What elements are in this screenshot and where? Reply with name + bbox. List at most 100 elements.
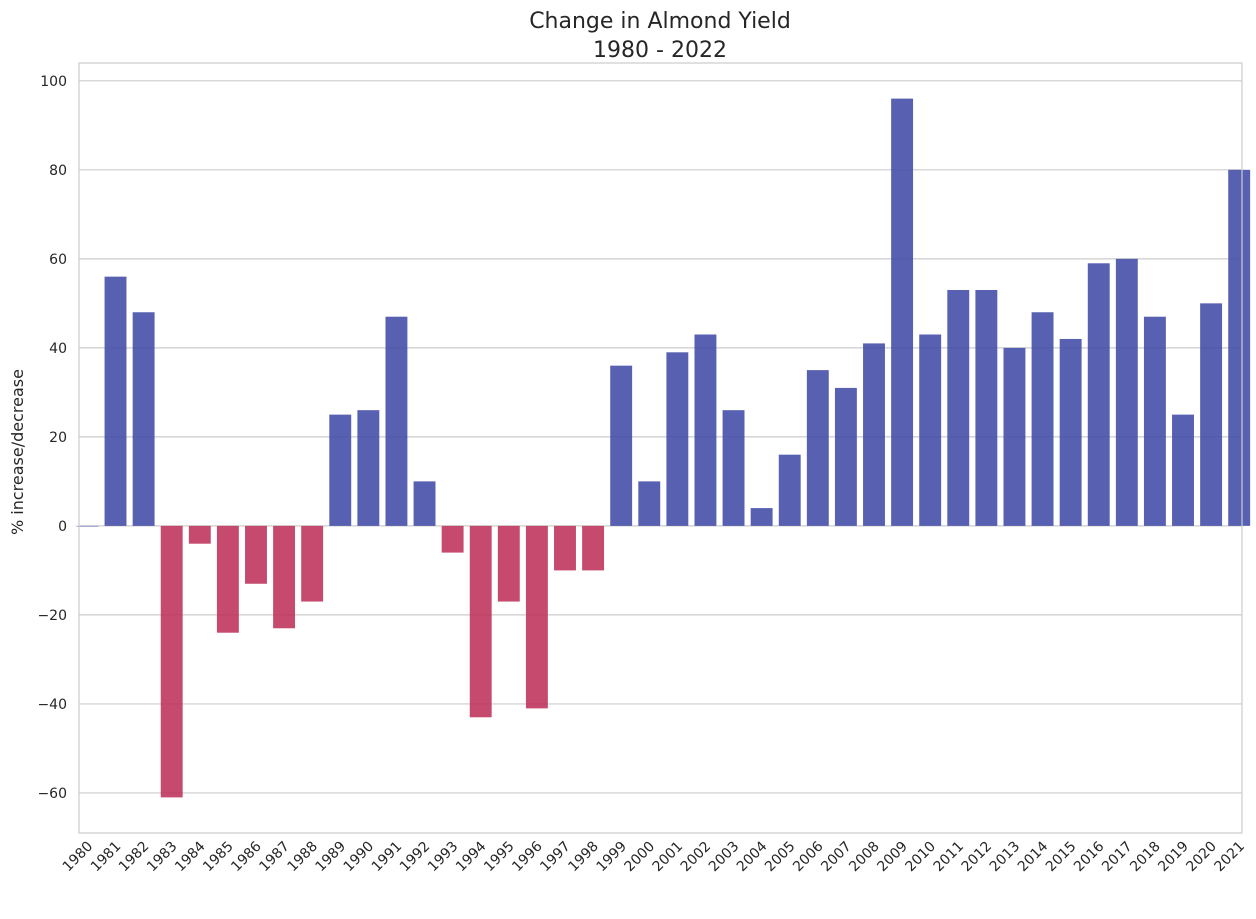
x-tick-label: 2013	[987, 839, 1024, 876]
bar-1992	[413, 481, 436, 526]
x-tick-label: 1983	[144, 839, 181, 876]
x-tick-label: 2021	[1212, 839, 1249, 876]
x-tick-label: 2017	[1099, 839, 1136, 876]
x-tick-label: 1988	[284, 839, 321, 876]
x-tick-label: 2005	[762, 839, 799, 876]
bar-2006	[806, 370, 829, 526]
bar-2003	[722, 410, 745, 526]
x-tick-label: 2007	[818, 839, 855, 876]
bar-1999	[610, 365, 633, 526]
bar-1988	[301, 525, 324, 602]
x-tick-label: 1990	[341, 839, 378, 876]
x-tick-label: 2012	[959, 839, 996, 876]
bar-1980	[76, 525, 99, 527]
y-tick-label: −40	[37, 697, 67, 713]
bar-1996	[525, 525, 548, 709]
bar-1985	[216, 525, 239, 633]
bar-2011	[947, 289, 970, 526]
bar-2005	[778, 454, 801, 526]
x-tick-label: 1992	[397, 839, 434, 876]
y-tick-label: −60	[37, 786, 67, 802]
bar-1986	[245, 525, 267, 584]
x-tick-label: 1986	[228, 838, 265, 875]
bar-2000	[638, 481, 661, 526]
x-tick-label: 2018	[1127, 839, 1164, 876]
x-tick-label: 2000	[622, 839, 659, 876]
x-tick-label: 1997	[537, 839, 574, 876]
y-axis-label: % increase/decrease	[8, 369, 27, 535]
y-tick-label: 80	[49, 163, 67, 179]
bar-1991	[385, 316, 408, 526]
bars	[76, 98, 1251, 798]
x-tick-label: 2001	[650, 839, 687, 876]
bar-2004	[750, 508, 773, 526]
y-tick-labels: 100 80 60 40 20 0 −20 −40 −60	[37, 74, 67, 802]
bar-1981	[104, 276, 127, 526]
bar-2012	[975, 289, 998, 526]
x-tick-label: 1998	[565, 839, 602, 876]
x-tick-label: 2010	[902, 839, 939, 876]
bar-2010	[919, 334, 942, 526]
x-tick-label: 2015	[1043, 839, 1080, 876]
x-tick-label: 2006	[790, 838, 827, 875]
x-tick-label: 1981	[88, 839, 125, 876]
x-tick-label: 1989	[313, 839, 350, 876]
bar-1987	[273, 525, 296, 629]
bar-2001	[666, 352, 689, 526]
bar-2013	[1003, 347, 1026, 526]
x-tick-label: 2002	[678, 839, 715, 876]
y-tick-label: −20	[37, 608, 67, 624]
x-tick-label: 1991	[369, 839, 406, 876]
bar-1998	[582, 525, 605, 571]
bar-2008	[863, 343, 885, 526]
x-tick-label: 2019	[1155, 839, 1192, 876]
bar-2002	[694, 334, 717, 526]
bar-2016	[1087, 263, 1110, 526]
y-tick-label: 0	[58, 519, 67, 535]
bar-1993	[441, 525, 464, 553]
x-tick-label: 2020	[1183, 839, 1220, 876]
x-tick-label: 1994	[453, 838, 490, 875]
x-tick-label: 1985	[200, 839, 237, 876]
bar-1983	[160, 525, 183, 798]
bar-2020	[1200, 303, 1223, 526]
x-tick-label: 2003	[706, 839, 743, 876]
x-tick-label: 2004	[734, 838, 771, 875]
bar-1995	[497, 525, 520, 602]
x-tick-label: 1995	[481, 839, 518, 876]
bar-1984	[188, 525, 211, 544]
bar-1982	[132, 312, 155, 526]
x-tick-label: 1993	[425, 839, 462, 876]
gridlines	[79, 80, 1242, 794]
y-tick-label: 60	[49, 252, 67, 268]
x-tick-label: 1980	[60, 839, 97, 876]
x-tick-label: 1984	[172, 838, 209, 875]
bar-2017	[1115, 258, 1138, 526]
chart-title-line-1: Change in Almond Yield	[529, 9, 791, 34]
y-tick-label: 40	[49, 341, 67, 357]
bar-2021	[1228, 169, 1251, 526]
bar-2009	[891, 98, 914, 526]
x-tick-label: 1999	[593, 839, 630, 876]
bar-2015	[1059, 338, 1082, 526]
x-tick-label: 1987	[256, 839, 293, 876]
x-tick-label: 1996	[509, 838, 546, 875]
bar-1989	[329, 414, 352, 526]
x-tick-label: 2014	[1015, 838, 1052, 875]
x-tick-labels: 1980198119821983198419851986198719881989…	[60, 838, 1248, 875]
x-tick-label: 2016	[1071, 838, 1108, 875]
x-tick-label: 2008	[846, 839, 883, 876]
y-tick-label: 100	[40, 74, 67, 90]
bar-1990	[357, 410, 380, 526]
plot-frame	[78, 62, 1243, 834]
chart-title-line-2: 1980 - 2022	[593, 38, 727, 63]
bar-2018	[1143, 316, 1166, 526]
bar-2019	[1172, 414, 1194, 526]
y-tick-label: 20	[49, 430, 67, 446]
x-tick-label: 2011	[931, 839, 968, 876]
bar-1997	[554, 525, 576, 571]
bar-2014	[1031, 312, 1054, 526]
bar-2007	[834, 387, 857, 526]
